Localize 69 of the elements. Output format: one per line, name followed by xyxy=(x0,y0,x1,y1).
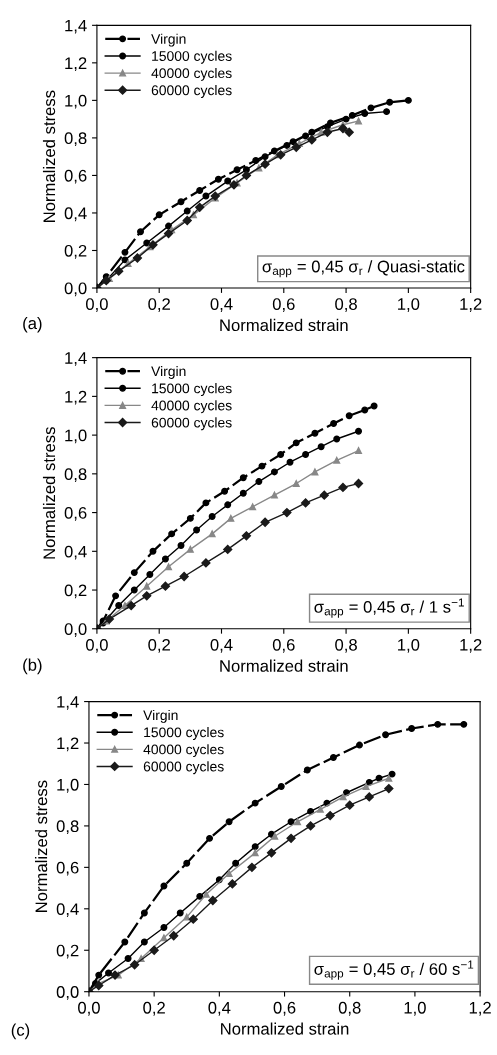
legend-label: 15000 cycles xyxy=(144,727,224,740)
y-tick-label: 1,0 xyxy=(57,778,79,793)
y-tick-label: 0,8 xyxy=(64,468,87,483)
y-tick-label: 0,2 xyxy=(56,944,79,959)
x-tick-label: 1,0 xyxy=(404,1001,426,1016)
x-axis-title: Normalized strain xyxy=(220,318,348,332)
y-tick-label: 1,0 xyxy=(65,94,87,109)
x-tick-label: 0,0 xyxy=(85,298,108,312)
x-tick-label: 0,4 xyxy=(210,298,233,312)
y-tick-label: 0,8 xyxy=(64,132,87,147)
y-tick-label: 0,2 xyxy=(64,244,87,259)
y-axis-title: Normalized stress xyxy=(42,427,56,559)
x-tick-label: 0,4 xyxy=(208,1001,231,1016)
x-tick-label: 0,8 xyxy=(338,1001,361,1016)
y-tick-label: 1,2 xyxy=(57,737,79,752)
x-tick-label: 0,0 xyxy=(78,1001,100,1016)
legend-label: 60000 cycles xyxy=(151,417,232,431)
legend-label: Virgin xyxy=(151,365,186,379)
y-axis-title: Normalized stress xyxy=(42,90,56,222)
x-tick-label: 1,2 xyxy=(469,1001,491,1016)
x-tick-label: 0,2 xyxy=(148,298,170,312)
x-tick-label: 1,2 xyxy=(460,298,482,312)
legend-label: 15000 cycles xyxy=(152,50,232,64)
y-tick-label: 1,0 xyxy=(65,429,87,444)
text: (a) xyxy=(23,316,42,333)
y-tick-label: 0,0 xyxy=(56,986,79,1000)
legend-label: 40000 cycles xyxy=(151,400,232,414)
legend-label: Virgin xyxy=(151,33,186,47)
x-axis-title: Normalized strain xyxy=(221,1022,349,1035)
x-tick-label: 1,0 xyxy=(398,638,420,653)
y-tick-label: 1,2 xyxy=(65,57,87,72)
y-tick-label: 0,4 xyxy=(64,207,87,222)
y-tick-label: 0,6 xyxy=(56,861,79,876)
x-tick-label: 0,6 xyxy=(272,298,295,312)
y-tick-label: 1,4 xyxy=(65,19,87,34)
text: (c) xyxy=(11,1023,30,1040)
x-tick-label: 0,6 xyxy=(272,638,295,653)
legend-label: 60000 cycles xyxy=(151,84,232,98)
x-tick-label: 0,2 xyxy=(148,638,170,653)
text: (b) xyxy=(23,658,42,675)
y-tick-label: 0,6 xyxy=(64,169,87,184)
legend-label: 40000 cycles xyxy=(151,67,232,81)
y-axis-title: Normalized stress xyxy=(34,780,48,912)
annotation: σ$_{app}$ = 0,45 σ$_{r}$ / Quasi-static xyxy=(262,260,465,278)
x-tick-label: 0,0 xyxy=(85,638,108,653)
x-tick-label: 1,2 xyxy=(460,638,482,653)
y-tick-label: 0,6 xyxy=(64,506,87,521)
x-tick-label: 0,8 xyxy=(335,638,357,653)
x-tick-label: 0,6 xyxy=(273,1001,296,1016)
y-tick-label: 1,4 xyxy=(57,696,79,710)
annotation: σ$_{app}$ = 0,45 σ$_{r}$ / 1 s$^{−1}$ xyxy=(314,598,464,618)
x-axis-title: Normalized strain xyxy=(220,659,348,672)
x-tick-label: 1,0 xyxy=(398,298,420,312)
annotation: σ$_{app}$ = 0,45 σ$_{r}$ / 60 s$^{−1}$ xyxy=(314,960,474,980)
legend-label: 40000 cycles xyxy=(143,744,224,758)
y-tick-label: 1,2 xyxy=(65,390,87,405)
y-tick-label: 1,4 xyxy=(65,352,87,366)
y-tick-label: 0,8 xyxy=(56,820,79,835)
x-tick-label: 0,8 xyxy=(335,298,357,312)
y-tick-label: 0,0 xyxy=(64,623,87,637)
x-tick-label: 0,2 xyxy=(143,1001,165,1016)
legend-label: 15000 cycles xyxy=(152,383,232,397)
x-tick-label: 0,4 xyxy=(210,638,233,653)
y-tick-label: 0,0 xyxy=(64,282,87,297)
y-tick-label: 0,4 xyxy=(56,903,79,917)
y-tick-label: 0,4 xyxy=(64,545,87,560)
legend-label: Virgin xyxy=(143,709,178,723)
y-tick-label: 0,2 xyxy=(64,584,87,599)
legend-label: 60000 cycles xyxy=(143,761,224,775)
